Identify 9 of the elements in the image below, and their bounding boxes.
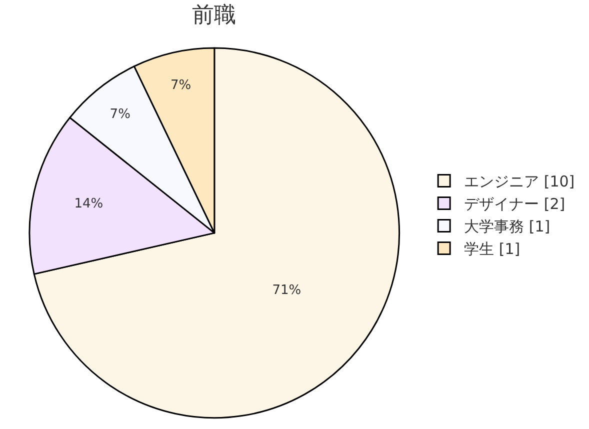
data-label: 7% [170,78,192,93]
data-label: 7% [110,107,130,122]
legend-label: エンジニア [10] [464,172,575,191]
data-label: 71% [272,283,302,298]
data-label: 14% [74,196,104,212]
legend-label: デザイナー [2] [464,195,566,214]
legend-label: 大学事務 [1] [464,218,550,236]
legend-label: 学生 [1] [464,240,520,258]
chart-title: 前職 [192,2,236,28]
